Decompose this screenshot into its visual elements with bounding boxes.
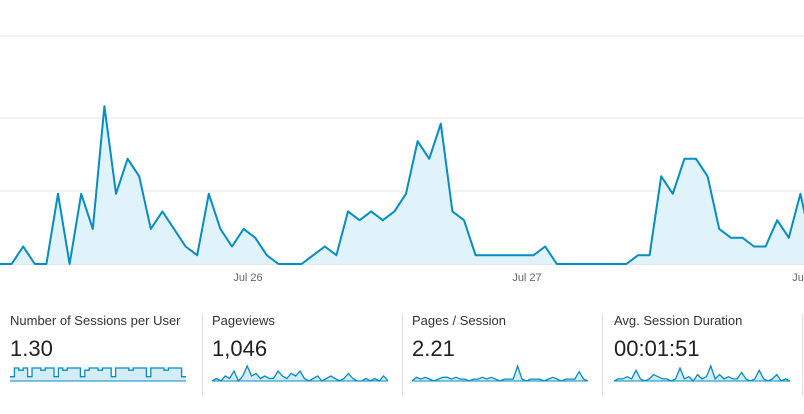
metric-pageviews[interactable]: Pageviews 1,046 (212, 306, 392, 396)
x-tick-label: Ju (792, 272, 804, 284)
divider (802, 314, 803, 396)
series-line (0, 105, 804, 265)
metric-sessions-per-user[interactable]: Number of Sessions per User 1.30 (10, 306, 190, 396)
metric-sparkline (614, 364, 791, 383)
divider (602, 314, 603, 396)
metric-sparkline (10, 367, 186, 382)
metric-value: 1.30 (10, 336, 53, 361)
metric-avg-session-duration[interactable]: Avg. Session Duration 00:01:51 (614, 306, 794, 396)
metric-pages-per-session[interactable]: Pages / Session 2.21 (412, 306, 592, 396)
x-tick-label: Jul 26 (233, 272, 262, 284)
metric-label: Number of Sessions per User (10, 313, 181, 328)
metric-label: Pages / Session (412, 313, 506, 328)
sessions-line-chart[interactable]: Jul 26 Jul 27 Ju (0, 0, 804, 300)
metric-value: 1,046 (212, 336, 268, 361)
series-area (0, 106, 804, 264)
x-tick-label: Jul 27 (512, 272, 541, 284)
sparkline-line (10, 367, 186, 378)
metric-value: 2.21 (412, 336, 455, 361)
metric-sparkline (412, 364, 589, 382)
metric-label: Avg. Session Duration (614, 313, 743, 328)
sparkline-line (412, 364, 589, 382)
metrics-row: Number of Sessions per User 1.30 Pagevie… (0, 306, 804, 406)
sparkline-line (614, 364, 791, 383)
divider (402, 314, 403, 396)
metric-value: 00:01:51 (614, 336, 700, 361)
chart-canvas[interactable]: Jul 26 Jul 27 Ju (0, 0, 804, 300)
sparkline-area (212, 366, 388, 381)
metric-label: Pageviews (212, 313, 275, 328)
divider (202, 314, 203, 396)
metric-sparkline (212, 364, 389, 383)
